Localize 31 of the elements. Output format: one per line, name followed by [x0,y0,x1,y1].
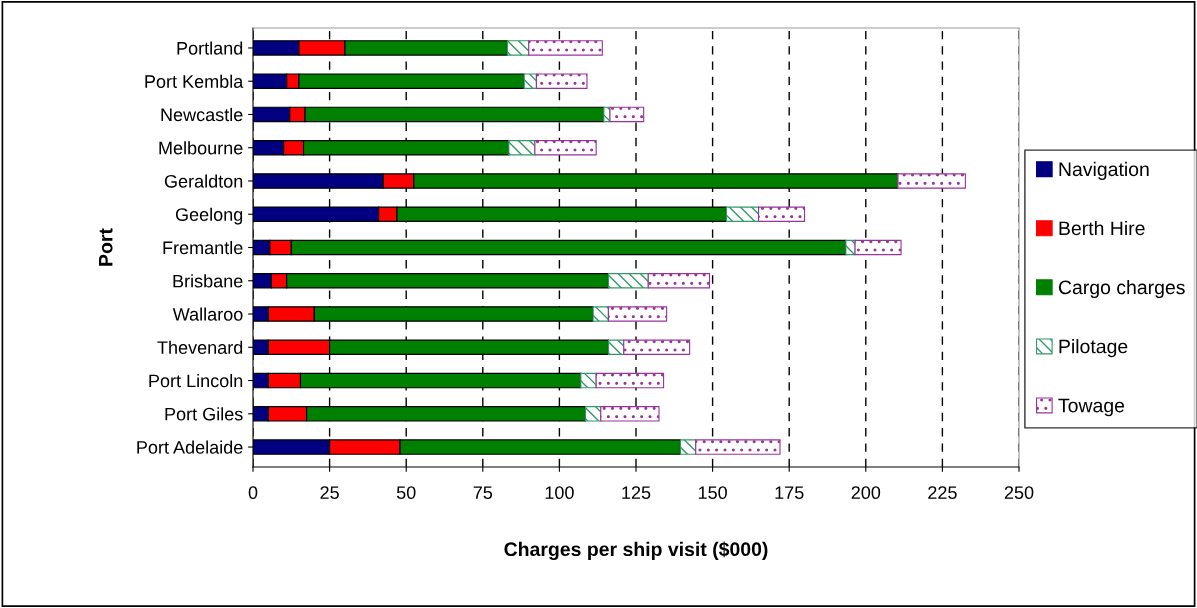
x-axis-title: Charges per ship visit ($000) [504,541,768,561]
x-tick-label: 225 [928,486,957,500]
y-tick-label: Fremantle [163,240,243,255]
y-tick-label: Port Lincoln [149,373,243,388]
y-tick-label: Port Kembla [145,74,244,88]
x-tick-label: 175 [775,486,804,500]
legend-label: Berth Hire [1059,220,1145,236]
x-tick-label: 200 [851,486,881,500]
y-tick-label: Port Giles [165,407,243,421]
legend-label: Navigation [1059,161,1149,180]
y-tick-label: Geraldton [164,174,243,188]
x-tick-label: 250 [1004,486,1034,500]
x-tick-label: 25 [320,486,339,500]
y-tick-label: Brisbane [173,274,243,288]
x-tick-label: 50 [396,486,416,500]
x-tick-label: 150 [698,486,727,500]
legend-label: Pilotage [1059,339,1128,358]
y-tick-label: Newcastle [161,107,243,122]
legend-label: Towage [1058,398,1125,417]
y-tick-label: Thevenard [157,340,243,354]
y-tick-label: Geelong [175,207,243,225]
y-tick-label: Portland [177,41,243,55]
x-tick-label: 100 [545,486,574,500]
y-tick-label: Port Adelaide [137,440,243,454]
legend-label: Cargo charges [1058,279,1185,299]
x-tick-label: 125 [622,486,651,500]
y-tick-label: Wallaroo [172,307,243,321]
y-tick-label: Melbourne [159,141,243,155]
x-tick-label: 0 [248,486,258,500]
y-axis-title: Port [99,228,113,266]
x-tick-label: 75 [473,486,493,500]
